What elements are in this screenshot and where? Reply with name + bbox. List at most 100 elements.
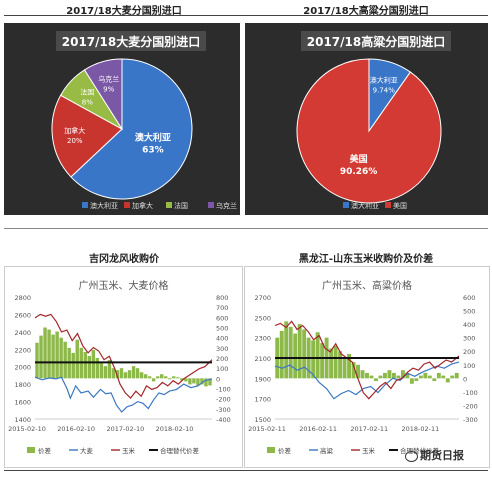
bar-spread [192,378,196,384]
pie-slice-0 [70,58,193,200]
bar-spread [387,370,392,379]
y-right-tick: 200 [463,348,475,356]
corn-barley-price-chart: 广州玉米、大麦价格1400160018002000220024002600280… [8,279,231,455]
bar-spread [47,329,51,379]
y-right-tick: 400 [463,321,475,329]
x-tick: 2017-02-11 [350,425,388,433]
pie-slice-3 [83,58,123,131]
bar-spread [432,378,437,382]
title-sorghum-import: 2017/18大高粱分国别进口 [303,6,429,17]
bar-spread [43,327,47,379]
pie-slice-label-3: 乌克兰 [98,74,119,83]
bar-spread [115,370,120,379]
chart-title: 广州玉米、大麦价格 [79,279,169,292]
y-right-tick: 0 [216,375,220,383]
pie-title: 2017/18大麦分国别进口 [62,34,200,49]
y-left-tick: 2600 [14,311,31,319]
bar-spread [400,370,405,379]
bar-spread [284,321,289,379]
y-left-tick: 1900 [254,375,271,383]
bar-spread [55,331,59,379]
bar-spread [423,372,428,379]
pie-slice-label-2: 法国 [80,87,94,96]
bar-spread [365,372,369,379]
legend-label-1: 高粱 [320,446,334,455]
pie-slice-pct-2: 8% [82,98,93,106]
pie-slice-label-0: 澳大利亚 [370,75,398,84]
legend-swatch-1 [124,202,130,208]
legend-swatch-2 [166,202,172,208]
bar-spread [135,368,140,379]
pie-slice-pct-0: 63% [142,145,164,155]
title-barley-import: 2017/18大麦分国别进口 [66,6,182,17]
y-left-tick: 1600 [14,399,31,407]
bar-spread [311,340,316,379]
legend-swatch-0 [27,447,35,453]
bar-spread [71,352,75,379]
pie-slice-label-0: 澳大利亚 [135,131,171,143]
bar-spread [188,378,192,385]
pie-title-band [56,31,206,51]
bar-spread [333,345,338,379]
bar-spread [360,370,365,379]
legend-swatch-3 [208,202,214,208]
bar-spread [342,358,347,379]
y-left-tick: 2400 [14,329,31,337]
legend-label-2: 玉米 [362,446,376,455]
bar-spread [297,324,302,379]
bar-spread [204,378,208,387]
y-right-tick: 100 [216,365,228,373]
legend-label-3: 乌克兰 [216,201,237,210]
bar-spread [91,349,96,379]
bar-spread [414,378,419,382]
legend-label-0: 澳大利亚 [90,201,118,210]
y-left-tick: 1800 [14,381,31,389]
legend-label-3: 合理替代价差 [160,446,200,455]
bar-spread [127,370,132,379]
y-right-tick: 600 [216,314,228,322]
line-panel-sorghum: 广州玉米、高粱价格 1500 1700 1900 2100 2300 2500 2700 -30… [244,266,490,468]
line-panel-barley: 广州玉米、大麦价格 1400 1600 1800 2000 2200 2400 2600 280… [4,266,243,468]
bar-spread [180,378,184,381]
bar-spread [184,378,188,382]
y-left-tick: 2800 [14,294,31,302]
bar-spread [164,376,168,379]
watermark: 期货日报 [405,447,464,463]
y-right-tick: -300 [216,406,231,414]
watermark-text: 期货日报 [420,449,464,462]
pie-slice-label-1: 美国 [350,153,368,165]
legend-label-1: 加拿大 [132,201,153,210]
bar-spread [143,374,148,379]
corn-sorghum-price-chart: 广州玉米、高粱价格 1500 1700 1900 2100 2300 2500 2700 -30… [248,279,478,455]
series-line-玉米 [34,313,213,400]
bar-spread [87,355,92,379]
y-right-tick: 0 [463,375,467,383]
bar-spread [200,378,204,385]
legend-swatch-0 [82,202,88,208]
bar-spread [196,378,200,386]
pie-slice-pct-3: 9% [103,85,114,93]
legend-label-2: 玉米 [122,446,136,455]
bar-spread [441,375,446,379]
title-heilongjiang-shandong: 黑龙江-山东玉米收购价及价差 [298,254,434,265]
x-tick: 2018-02-11 [401,425,439,433]
y-right-tick: 400 [216,335,228,343]
y-left-tick: 2100 [254,355,271,363]
bar-spread [39,335,43,379]
bar-spread [147,376,152,379]
y-right-tick: -300 [463,416,478,424]
bar-spread [168,378,172,380]
bar-spread [436,372,441,379]
bar-spread [378,375,383,379]
bar-spread [83,351,87,379]
bar-spread [427,375,432,379]
legend-swatch-0 [267,447,275,453]
x-tick: 2015-02-11 [248,425,286,433]
bar-spread [151,378,156,382]
bar-spread [351,362,356,379]
bar-spread [320,343,325,379]
y-left-tick: 2000 [14,364,31,372]
pie-title: 2017/18高粱分国别进口 [307,34,445,49]
y-right-tick: -200 [216,396,231,404]
